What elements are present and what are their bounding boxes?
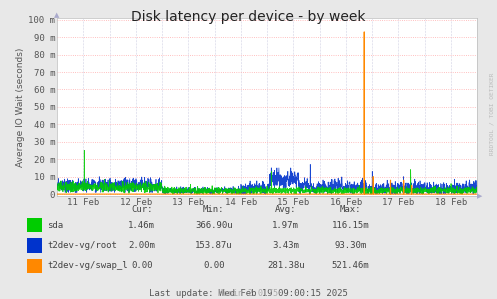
- Text: 153.87u: 153.87u: [195, 241, 233, 250]
- Text: t2dev-vg/swap_l: t2dev-vg/swap_l: [47, 261, 128, 270]
- Text: Min:: Min:: [203, 205, 225, 214]
- Text: ▶: ▶: [477, 193, 483, 199]
- Text: Max:: Max:: [339, 205, 361, 214]
- Text: Last update: Wed Feb 19 09:00:15 2025: Last update: Wed Feb 19 09:00:15 2025: [149, 289, 348, 298]
- Text: 0.00: 0.00: [203, 261, 225, 270]
- Text: ▲: ▲: [55, 12, 60, 18]
- Text: 281.38u: 281.38u: [267, 261, 305, 270]
- Text: 116.15m: 116.15m: [331, 221, 369, 230]
- Text: 3.43m: 3.43m: [272, 241, 299, 250]
- Text: 1.97m: 1.97m: [272, 221, 299, 230]
- Y-axis label: Average IO Wait (seconds): Average IO Wait (seconds): [16, 47, 25, 167]
- Text: Disk latency per device - by week: Disk latency per device - by week: [131, 10, 366, 25]
- Text: sda: sda: [47, 221, 63, 230]
- Text: Munin 2.0.75: Munin 2.0.75: [219, 289, 278, 298]
- Text: 366.90u: 366.90u: [195, 221, 233, 230]
- Text: 2.00m: 2.00m: [128, 241, 155, 250]
- Text: 1.46m: 1.46m: [128, 221, 155, 230]
- Text: Avg:: Avg:: [275, 205, 297, 214]
- Text: Cur:: Cur:: [131, 205, 153, 214]
- Text: 93.30m: 93.30m: [334, 241, 366, 250]
- Text: RRDTOOL / TOBI OETIKER: RRDTOOL / TOBI OETIKER: [490, 72, 495, 155]
- Text: 521.46m: 521.46m: [331, 261, 369, 270]
- Text: t2dev-vg/root: t2dev-vg/root: [47, 241, 117, 250]
- Text: 0.00: 0.00: [131, 261, 153, 270]
